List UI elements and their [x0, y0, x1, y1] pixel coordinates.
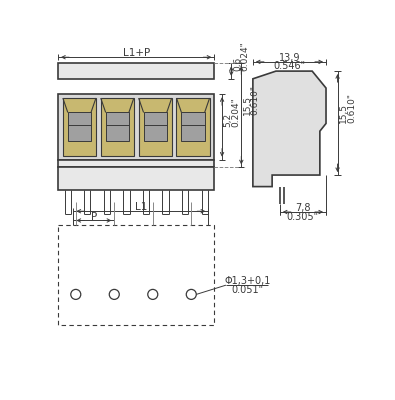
Bar — [177, 98, 210, 156]
Text: 0,6: 0,6 — [233, 57, 242, 71]
Text: 15,5: 15,5 — [339, 103, 348, 123]
Circle shape — [148, 289, 158, 300]
Bar — [139, 98, 172, 156]
Text: 0.305": 0.305" — [287, 212, 319, 222]
Text: 15,5: 15,5 — [243, 95, 252, 115]
Bar — [181, 112, 205, 141]
Bar — [106, 112, 129, 141]
Text: 0.051": 0.051" — [231, 285, 263, 295]
Bar — [68, 112, 91, 141]
Polygon shape — [253, 71, 326, 186]
Bar — [58, 225, 214, 325]
Text: 5,2: 5,2 — [224, 113, 233, 127]
Bar — [63, 98, 96, 156]
Text: L1+P: L1+P — [122, 48, 150, 58]
Text: 7,8: 7,8 — [295, 203, 311, 213]
Text: 0.546": 0.546" — [273, 62, 305, 72]
Bar — [58, 167, 214, 190]
Circle shape — [109, 289, 119, 300]
Text: 0.610": 0.610" — [347, 93, 356, 123]
Bar — [143, 112, 167, 141]
Text: L1: L1 — [135, 202, 147, 212]
Bar — [58, 94, 214, 160]
Bar — [58, 160, 214, 167]
Text: 0.204": 0.204" — [231, 97, 241, 127]
Circle shape — [71, 289, 81, 300]
Text: P: P — [91, 212, 97, 222]
Circle shape — [186, 289, 196, 300]
Bar — [58, 63, 214, 79]
Text: 13,9: 13,9 — [279, 53, 300, 63]
Text: 0.024": 0.024" — [241, 41, 250, 71]
Text: 0.610": 0.610" — [251, 85, 260, 115]
Bar — [101, 98, 134, 156]
Text: Φ1,3+0,1: Φ1,3+0,1 — [224, 276, 271, 286]
